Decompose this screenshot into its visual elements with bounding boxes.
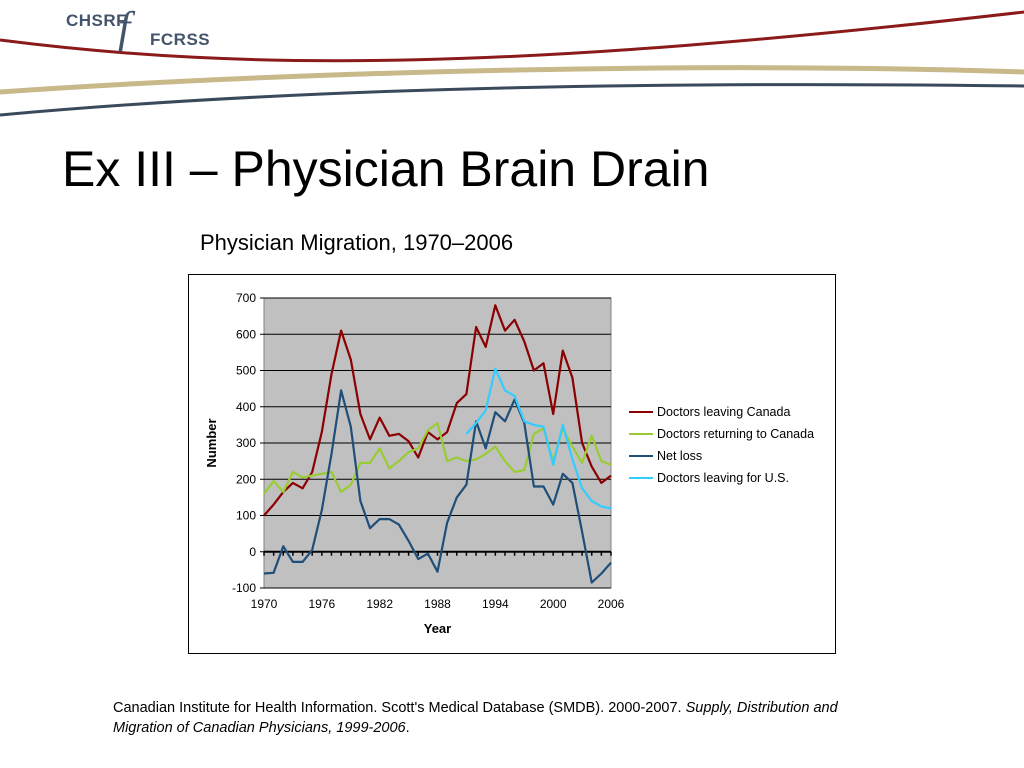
- citation: Canadian Institute for Health Informatio…: [113, 698, 873, 738]
- legend-item: Doctors returning to Canada: [629, 423, 814, 445]
- legend-label: Doctors returning to Canada: [657, 427, 815, 441]
- legend-swatch: [629, 477, 653, 479]
- logo-right-text: FCRSS: [150, 30, 211, 49]
- chart-legend: Doctors leaving Canada Doctors returning …: [629, 401, 814, 489]
- chsrf-fcrss-logo: CHSRF f FCRSS: [58, 3, 211, 52]
- citation-tail: .: [405, 720, 410, 736]
- series-line-0: [263, 304, 612, 517]
- citation-plain: Canadian Institute for Health Informatio…: [113, 700, 686, 716]
- series-line-2: [263, 389, 612, 584]
- x-tick-label: 1976: [308, 597, 335, 611]
- y-axis-title: Number: [204, 418, 219, 467]
- legend-item: Net loss: [629, 445, 814, 467]
- line-chart: -100 0 100 200 300 400 500 600 700 1970 1976 1982 19…: [204, 291, 625, 636]
- legend-swatch: [629, 433, 653, 435]
- legend-swatch: [629, 455, 653, 457]
- x-tick-label: 2006: [598, 597, 625, 611]
- y-tick-label: 600: [236, 327, 256, 341]
- chart-caption: Physician Migration, 1970–2006: [200, 230, 514, 255]
- x-tick-label: 1970: [251, 597, 278, 611]
- series-line-3: [465, 367, 612, 510]
- legend-label: Doctors leaving for U.S.: [657, 471, 789, 485]
- y-tick-label: 500: [236, 364, 256, 378]
- y-tick-label: -100: [232, 581, 256, 595]
- citation-title: Supply, Distribution and Migration of Ca…: [113, 700, 838, 736]
- header-swoosh-tan: [0, 65, 1024, 95]
- y-tick-label: 100: [236, 509, 256, 523]
- header-swoosh-navy: [0, 83, 1024, 117]
- logo-mark: f: [118, 3, 131, 52]
- x-tick-label: 1988: [424, 597, 451, 611]
- x-tick-label: 1982: [366, 597, 393, 611]
- legend-label: Net loss: [657, 449, 703, 463]
- legend-item: Doctors leaving Canada: [629, 401, 814, 423]
- header-swoosh-band: [0, 10, 1024, 117]
- page-title: Ex III – Physician Brain Drain: [62, 141, 710, 197]
- logo-left-text: CHSRF: [66, 11, 128, 30]
- x-tick-label: 1994: [482, 597, 509, 611]
- y-tick-label: 700: [236, 291, 256, 305]
- header-swoosh-red: [0, 10, 1024, 63]
- chart-frame: -100 0 100 200 300 400 500 600 700 1970 1976 1982 19…: [188, 274, 836, 654]
- y-tick-label: 300: [236, 436, 256, 450]
- x-axis-title: Year: [424, 621, 451, 636]
- y-tick-label: 400: [236, 400, 256, 414]
- y-tick-label: 0: [249, 545, 256, 559]
- legend-label: Doctors leaving Canada: [657, 405, 791, 419]
- legend-item: Doctors leaving for U.S.: [629, 467, 814, 489]
- y-tick-label: 200: [236, 472, 256, 486]
- x-tick-label: 2000: [540, 597, 567, 611]
- legend-swatch: [629, 411, 653, 413]
